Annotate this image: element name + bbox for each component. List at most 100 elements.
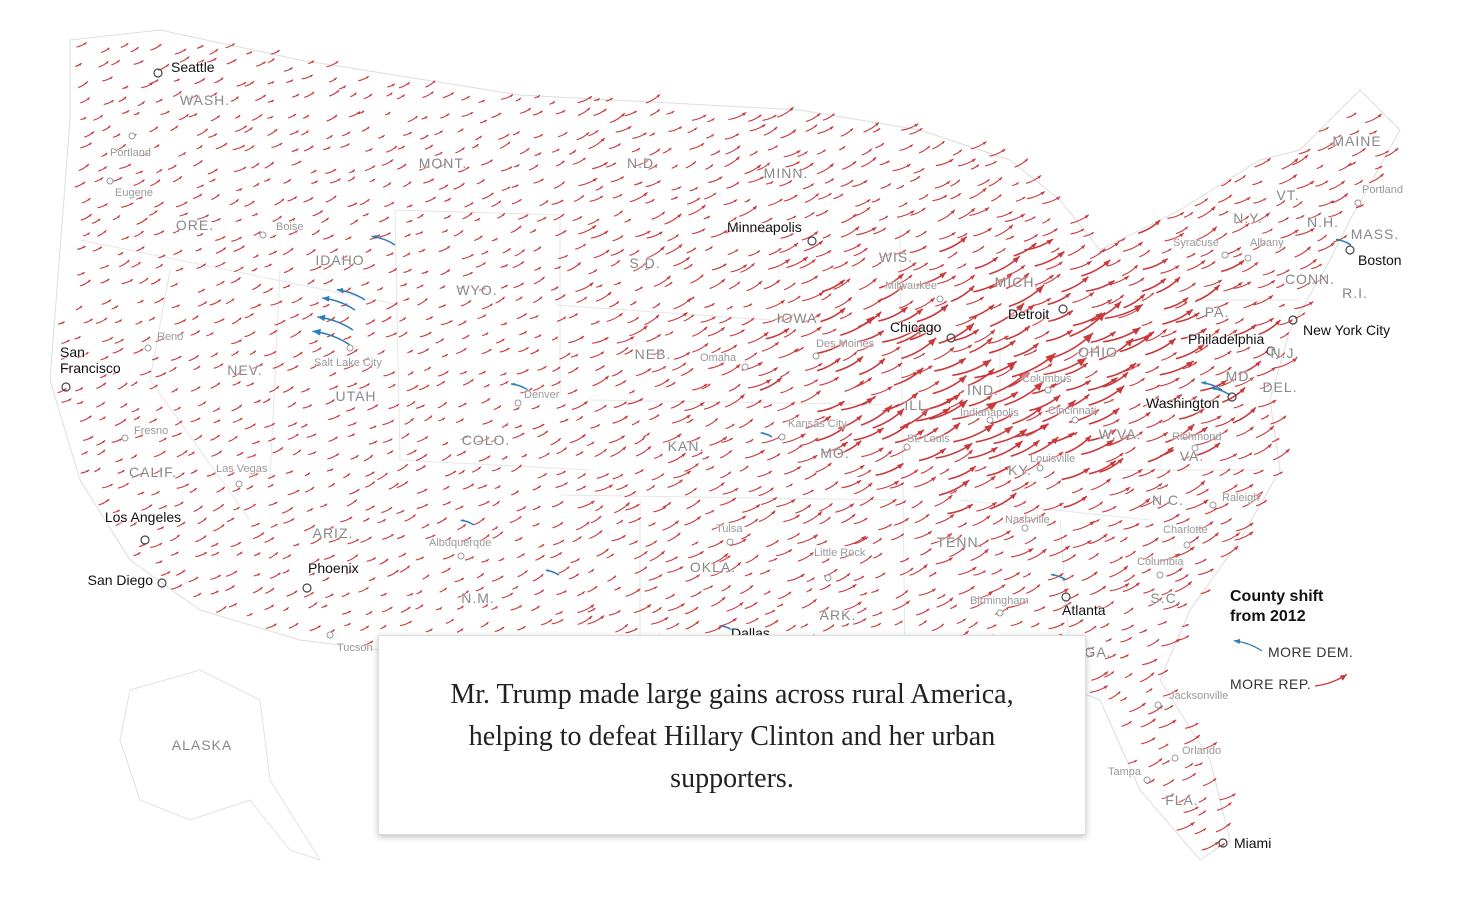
arrow-head: [1247, 281, 1252, 286]
arrow-head: [582, 485, 586, 489]
arrow-head: [1058, 502, 1064, 507]
border: [394, 209, 401, 461]
arrow-head: [432, 80, 436, 84]
city-label: Omaha: [700, 352, 737, 364]
arrow-head: [913, 325, 923, 334]
arrow-head: [651, 485, 655, 488]
city-dot: [514, 399, 522, 407]
arrow-head: [446, 486, 450, 489]
arrow-head: [546, 452, 550, 456]
arrow-head: [1138, 431, 1143, 436]
arrow-head: [1190, 763, 1193, 767]
arrow-head: [1066, 330, 1073, 336]
arrow-head: [424, 298, 428, 302]
arrow-head: [419, 590, 423, 594]
city-dot: [457, 552, 465, 560]
arrow-head: [620, 176, 624, 180]
arrow-head: [562, 110, 566, 113]
arrow-head: [159, 98, 163, 102]
arrow-head: [216, 434, 220, 438]
arrow-head: [1292, 357, 1298, 363]
arrow-head: [243, 82, 246, 85]
arrow-head: [698, 591, 702, 595]
arrow-head: [1004, 426, 1013, 435]
arrow-head: [588, 615, 593, 620]
arrow-head: [1286, 269, 1290, 273]
arrow-head: [379, 287, 383, 291]
arrow-head: [853, 351, 857, 356]
arrow-head: [406, 565, 410, 569]
arrow-head: [1275, 319, 1281, 326]
arrow-head: [916, 308, 923, 315]
arrow-head: [409, 220, 413, 223]
arrow-head: [140, 348, 144, 352]
arrow-head: [647, 446, 651, 450]
arrow-head: [1187, 794, 1191, 798]
arrow-head: [594, 269, 598, 273]
arrow-head: [389, 92, 393, 96]
arrow-head: [574, 389, 578, 393]
state-label: GA.: [1084, 644, 1112, 660]
arrow-head: [1082, 362, 1088, 368]
arrow-head: [102, 416, 106, 420]
arrow-head: [521, 432, 525, 436]
arrow-head: [927, 365, 933, 370]
arrow-head: [536, 605, 540, 609]
arrow-head: [410, 350, 413, 353]
arrow-head: [962, 618, 966, 622]
arrow-head: [671, 594, 675, 597]
arrow-head: [333, 372, 337, 376]
arrow-head: [1117, 691, 1121, 695]
arrow-head: [348, 610, 352, 614]
arrow-head: [389, 606, 393, 610]
arrow-head: [1352, 161, 1356, 165]
arrow-head: [1057, 251, 1065, 258]
arrow-head: [1373, 130, 1377, 134]
city-dot: [986, 416, 994, 424]
arrow-head: [346, 316, 349, 320]
arrow-head: [481, 573, 484, 577]
arrow-head: [89, 318, 93, 322]
arrow-head: [401, 94, 405, 98]
arrow-head: [1240, 318, 1244, 322]
arrow-head: [1263, 198, 1267, 201]
arrow-head: [501, 296, 505, 300]
arrow-head: [486, 501, 490, 504]
arrow-head: [846, 573, 851, 577]
border: [269, 269, 281, 481]
arrow-head: [1282, 415, 1287, 420]
arrow-head: [559, 611, 563, 614]
arrow-head: [234, 570, 238, 574]
arrow-head: [991, 502, 997, 507]
state-label: OHIO: [1078, 344, 1118, 360]
arrow-head: [910, 567, 914, 571]
arrow-head: [1249, 377, 1254, 382]
arrow-head: [311, 279, 315, 283]
arrow-head: [562, 404, 566, 408]
arrow-head: [126, 259, 130, 263]
arrow-head: [1056, 404, 1061, 409]
arrow-head: [849, 552, 853, 556]
state-label: MINN.: [763, 165, 809, 181]
arrow-head: [682, 362, 687, 366]
arrow-head: [958, 375, 967, 384]
arrow-head: [949, 347, 955, 352]
arrow-head: [119, 177, 123, 180]
arrow-head: [1149, 321, 1153, 324]
arrow-head: [1322, 276, 1326, 280]
arrow-head: [221, 281, 225, 284]
arrow-head: [1151, 469, 1155, 473]
arrow-head: [676, 623, 679, 626]
arrow-head: [353, 422, 357, 425]
arrow-head: [1182, 297, 1189, 303]
arrow-head: [644, 566, 648, 570]
city-dot: [235, 480, 243, 488]
arrow-head: [889, 252, 893, 256]
arrow-head: [99, 115, 103, 118]
arrow-head: [179, 249, 183, 253]
arrow-head: [970, 586, 975, 590]
arrow-head: [1015, 182, 1019, 186]
arrow-head: [825, 607, 829, 610]
arrow-head: [1246, 197, 1251, 201]
arrow-head: [543, 217, 547, 220]
